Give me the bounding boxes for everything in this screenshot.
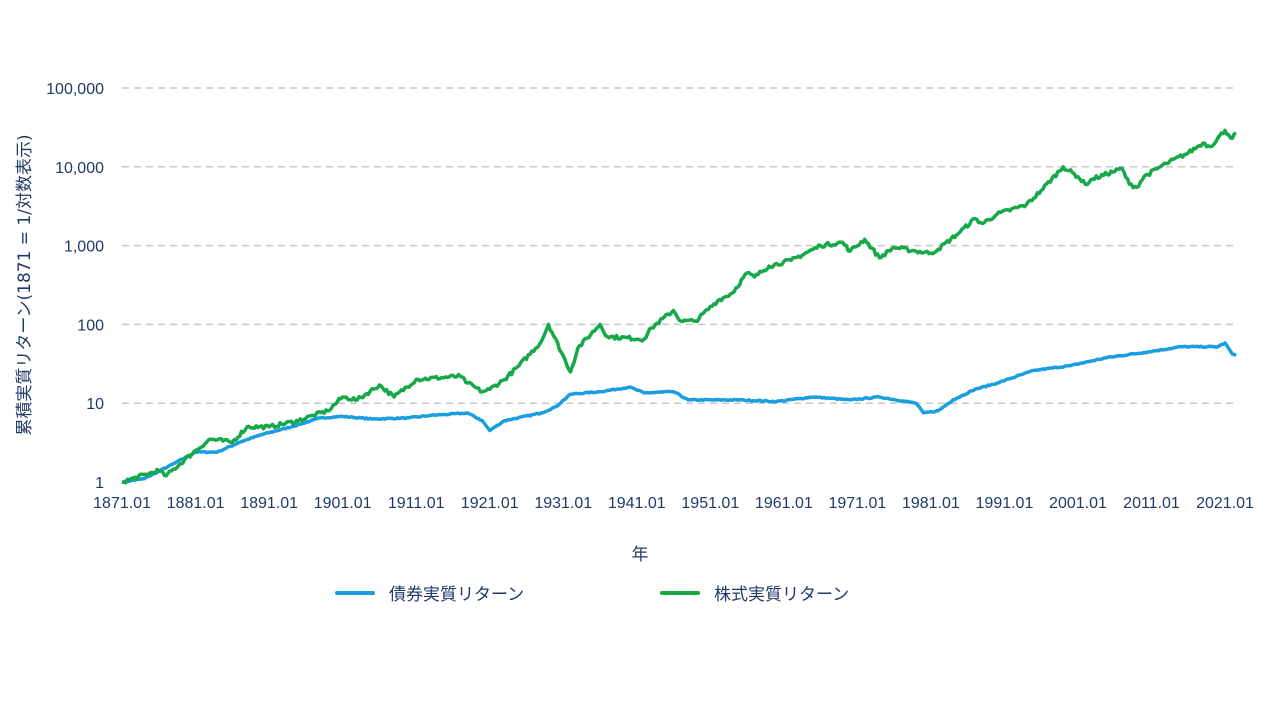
x-tick-label: 2021.01: [1196, 495, 1254, 512]
x-tick-label: 1911.01: [388, 495, 445, 512]
legend-swatch-bond: [335, 590, 375, 595]
x-tick-label: 1901.01: [314, 495, 372, 512]
gridlines: [122, 87, 1236, 404]
x-tick-label: 1961.01: [755, 495, 813, 512]
y-tick-label: 10,000: [55, 160, 104, 177]
x-axis-label: 年: [631, 545, 649, 565]
x-tick-label: 2011.01: [1123, 495, 1180, 512]
x-tick-label: 1891.01: [240, 495, 298, 512]
y-tick-label: 10: [86, 396, 104, 413]
x-tick-label: 1971.01: [828, 495, 886, 512]
y-tick-label: 1,000: [64, 239, 104, 256]
x-tick-label: 1881.01: [167, 495, 225, 512]
y-axis-label: 累積実質リターン(1871 = 1/対数表示): [15, 134, 35, 435]
legend-label-stock: 株式実質リターン: [714, 585, 850, 605]
legend-label-bond: 債券実質リターン: [389, 585, 525, 605]
series-line-stock: [121, 128, 1237, 485]
legend-item-bond: 債券実質リターン: [335, 580, 524, 605]
series-line-bond: [121, 341, 1238, 485]
x-tick-label: 1991.01: [976, 495, 1034, 512]
legend-swatch-stock: [660, 590, 700, 595]
y-tick-label: 100: [77, 317, 104, 334]
x-tick-label: 1981.01: [902, 495, 960, 512]
legend-item-stock: 株式実質リターン: [660, 580, 849, 605]
y-tick-label: 1: [95, 475, 104, 492]
series-lines: [121, 128, 1238, 485]
x-tick-label: 1931.01: [534, 495, 592, 512]
x-tick-label: 2001.01: [1049, 495, 1107, 512]
y-tick-labels: 1 10 100 1,000 10,000 100,000: [46, 81, 104, 492]
x-tick-label: 1951.01: [681, 495, 739, 512]
x-tick-label: 1921.01: [461, 495, 519, 512]
x-tick-label: 1941.01: [608, 495, 666, 512]
x-tick-label: 1871.01: [93, 495, 151, 512]
x-tick-labels: 1871.01 1881.01 1891.01 1901.01 1911.01 1921.…: [93, 495, 1254, 512]
y-tick-label: 100,000: [46, 81, 104, 98]
